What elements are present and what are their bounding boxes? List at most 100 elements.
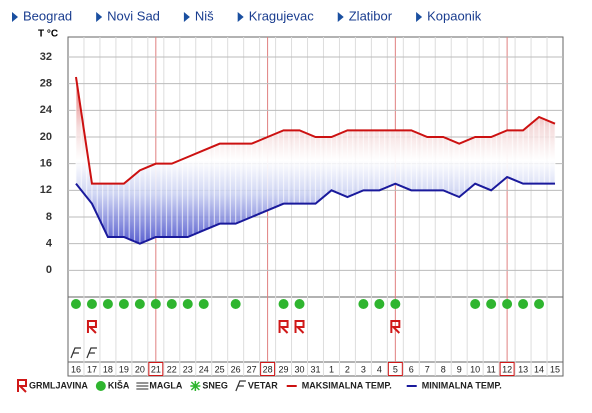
nav-link[interactable]: Novi Sad [107, 8, 160, 23]
wind-icon [70, 347, 81, 359]
nav-link[interactable]: Zlatibor [349, 8, 393, 23]
y-tick-label: 16 [40, 158, 52, 170]
thunder-icon [17, 379, 27, 393]
rain-icon [502, 299, 513, 309]
weather-mark [294, 320, 305, 334]
day-highlight [260, 362, 276, 376]
y-tick-label: 28 [40, 78, 52, 90]
weather-mark [86, 320, 97, 334]
x-tick-label: 15 [550, 364, 560, 374]
weather-mark [358, 299, 369, 309]
x-tick-label: 11 [486, 364, 495, 374]
legend-label: SNEG [202, 380, 228, 390]
x-tick-label: 5 [393, 364, 398, 374]
y-tick-label: 12 [40, 184, 52, 196]
weather-mark [118, 299, 129, 309]
wind-icon [86, 347, 97, 359]
y-tick-label: 24 [40, 104, 53, 116]
x-tick-label: 17 [87, 364, 97, 374]
rain-icon [294, 299, 305, 309]
x-tick-label: 20 [135, 364, 145, 374]
x-tick-label: 6 [409, 364, 414, 374]
wind-icon [235, 380, 246, 392]
fog-icon [136, 382, 149, 390]
legend-label: VETAR [248, 380, 278, 390]
x-tick-label: 14 [534, 364, 544, 374]
x-tick-label: 12 [502, 364, 512, 374]
x-tick-label: 1 [329, 364, 334, 374]
day-highlight [148, 362, 164, 376]
temp-line [75, 175, 556, 245]
x-tick-label: 23 [183, 364, 193, 374]
weather-mark [102, 299, 113, 309]
weather-mark [518, 299, 529, 309]
x-tick-label: 13 [518, 364, 528, 374]
rain-icon [102, 299, 113, 309]
x-tick-label: 26 [231, 364, 241, 374]
rain-icon [198, 299, 209, 309]
nav-arrow [416, 12, 423, 22]
nav-link[interactable]: Beograd [23, 8, 72, 23]
rain-icon [134, 299, 145, 309]
y-tick-label: 8 [46, 211, 52, 223]
legend-label: KIŠA [108, 379, 130, 390]
weather-mark [278, 320, 289, 334]
y-axis-label: T °C [38, 29, 58, 40]
weather-mark [230, 299, 241, 309]
rain-icon [86, 299, 97, 309]
y-tick-label: 0 [46, 264, 52, 276]
rain-icon [182, 299, 193, 309]
rain-icon [230, 299, 241, 309]
weather-mark [70, 347, 81, 359]
weather-mark [182, 299, 193, 309]
rain-icon [374, 299, 385, 309]
x-tick-label: 2 [345, 364, 350, 374]
weather-mark [278, 299, 289, 309]
weather-mark [470, 299, 481, 309]
rain-icon [118, 299, 129, 309]
weather-mark [390, 320, 401, 334]
rain-icon [534, 299, 545, 309]
y-tick-label: 32 [40, 51, 52, 63]
x-tick-label: 21 [151, 364, 161, 374]
nav-arrow [183, 12, 190, 22]
nav-link[interactable]: Kragujevac [249, 8, 315, 23]
day-highlight [387, 362, 403, 376]
x-tick-label: 30 [295, 364, 305, 374]
weather-mark [150, 299, 161, 309]
weather-mark [294, 299, 305, 309]
weather-mark [486, 299, 497, 309]
rain-icon [166, 299, 177, 309]
x-tick-label: 24 [199, 364, 209, 374]
snow-icon [190, 381, 201, 391]
legend-label: MINIMALNA TEMP. [422, 380, 502, 390]
thunder-icon [86, 320, 97, 334]
nav-link[interactable]: Kopaonik [427, 8, 482, 23]
weather-mark [86, 299, 97, 309]
x-tick-label: 29 [279, 364, 289, 374]
x-tick-label: 22 [167, 364, 177, 374]
rain-icon [150, 299, 161, 309]
rain-icon [470, 299, 481, 309]
day-highlight [499, 362, 515, 376]
x-tick-label: 19 [119, 364, 129, 374]
rain-icon [390, 299, 401, 309]
legend-label: MAGLA [149, 380, 182, 390]
x-tick-label: 8 [441, 364, 446, 374]
y-tick-label: 20 [40, 131, 52, 143]
rain-icon [518, 299, 529, 309]
rain-icon [95, 381, 106, 391]
x-tick-label: 4 [377, 364, 382, 374]
thunder-icon [294, 320, 305, 334]
x-tick-label: 3 [361, 364, 366, 374]
nav-link[interactable]: Niš [195, 8, 214, 23]
y-tick-label: 4 [46, 238, 53, 250]
x-tick-label: 18 [103, 364, 113, 374]
rain-icon [358, 299, 369, 309]
thunder-icon [390, 320, 401, 334]
nav-arrow [337, 12, 344, 22]
nav-arrow [12, 12, 18, 22]
x-tick-label: 25 [215, 364, 225, 374]
weather-mark [390, 299, 401, 309]
